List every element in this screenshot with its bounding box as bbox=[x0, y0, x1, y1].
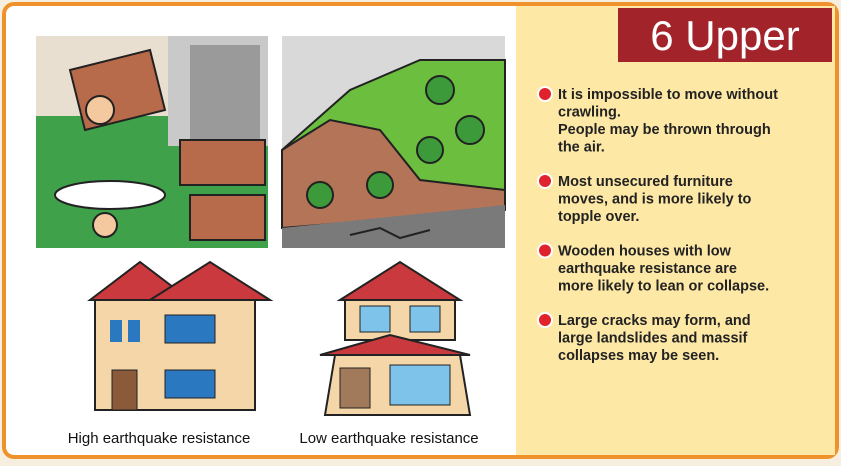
caption: High earthquake resistance bbox=[68, 430, 251, 447]
bullet-text: earthquake resistance are bbox=[558, 261, 737, 277]
bullet-dot bbox=[538, 174, 552, 188]
bullet-text: People may be thrown through bbox=[558, 122, 771, 138]
caption: Low earthquake resistance bbox=[299, 430, 478, 447]
sturdy-house bbox=[90, 262, 270, 410]
page: 6 Upper bbox=[0, 0, 841, 461]
bullet-dot bbox=[538, 244, 552, 258]
bullet-text: large landslides and massif bbox=[558, 331, 748, 347]
bullet-text: more likely to lean or collapse. bbox=[558, 279, 769, 295]
bullet-text: Wooden houses with low bbox=[558, 244, 732, 260]
bullet-text: moves, and is more likely to bbox=[558, 192, 752, 208]
bullet-dot bbox=[538, 87, 552, 101]
badge-title: 6 Upper bbox=[650, 12, 799, 59]
panel: 6 Upper bbox=[0, 0, 841, 461]
bullet-text: collapses may be seen. bbox=[558, 348, 719, 364]
bullet-text: the air. bbox=[558, 140, 605, 156]
bullet-text: It is impossible to move without bbox=[558, 87, 778, 103]
info-panel bbox=[516, 6, 835, 455]
bullet-dot bbox=[538, 313, 552, 327]
bullet-text: Most unsecured furniture bbox=[558, 174, 733, 190]
bullet-text: Large cracks may form, and bbox=[558, 313, 751, 329]
landslide-illustration bbox=[282, 36, 505, 248]
bullet-text: crawling. bbox=[558, 105, 621, 121]
room-illustration bbox=[36, 36, 268, 248]
bullet-text: topple over. bbox=[558, 209, 639, 225]
